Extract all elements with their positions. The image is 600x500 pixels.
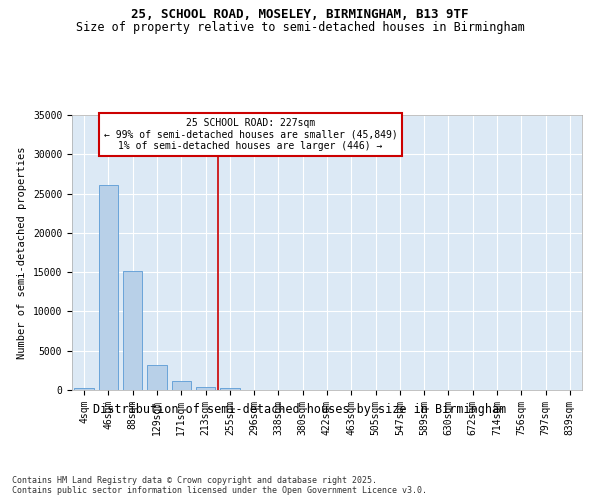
Y-axis label: Number of semi-detached properties: Number of semi-detached properties xyxy=(17,146,28,359)
Bar xyxy=(147,365,167,390)
Bar xyxy=(220,388,239,390)
Text: Size of property relative to semi-detached houses in Birmingham: Size of property relative to semi-detach… xyxy=(76,21,524,34)
Text: 25, SCHOOL ROAD, MOSELEY, BIRMINGHAM, B13 9TF: 25, SCHOOL ROAD, MOSELEY, BIRMINGHAM, B1… xyxy=(131,8,469,20)
Text: Distribution of semi-detached houses by size in Birmingham: Distribution of semi-detached houses by … xyxy=(94,402,506,415)
Bar xyxy=(123,272,142,390)
Text: Contains HM Land Registry data © Crown copyright and database right 2025.
Contai: Contains HM Land Registry data © Crown c… xyxy=(12,476,427,495)
Bar xyxy=(74,388,94,390)
Bar xyxy=(99,185,118,390)
Bar xyxy=(196,387,215,390)
Text: 25 SCHOOL ROAD: 227sqm
← 99% of semi-detached houses are smaller (45,849)
1% of : 25 SCHOOL ROAD: 227sqm ← 99% of semi-det… xyxy=(104,118,397,151)
Bar xyxy=(172,380,191,390)
